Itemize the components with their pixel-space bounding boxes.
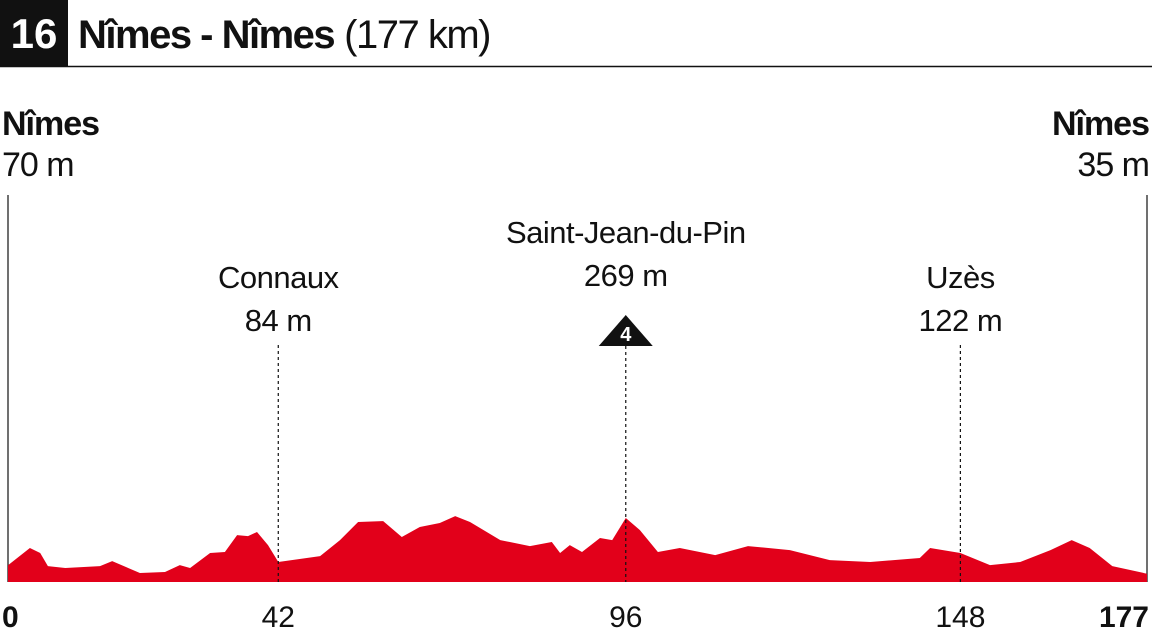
stage-badge: [0, 0, 68, 66]
finish-name: Nîmes: [1052, 105, 1149, 143]
x-tick-label: 148: [935, 601, 985, 634]
x-tick-label: 96: [609, 601, 642, 634]
landmark-elevation: 269 m: [584, 258, 668, 293]
landmark-elevation: 84 m: [245, 303, 312, 338]
stage-title: Nîmes - Nîmes (177 km): [78, 13, 490, 57]
landmark-elevation: 122 m: [919, 303, 1003, 338]
x-tick-label: 177: [1099, 601, 1149, 634]
climb-triangle: [598, 315, 653, 346]
distance: (177 km): [344, 13, 490, 57]
landmark-name: Connaux: [218, 260, 340, 295]
landmark-name: Saint-Jean-du-Pin: [506, 215, 746, 250]
x-tick-label: 0: [2, 601, 19, 634]
elevation-area: [8, 516, 1147, 582]
climb-category: 4: [620, 324, 632, 346]
finish-elevation: 35 m: [1077, 146, 1149, 184]
route: Nîmes - Nîmes: [78, 13, 334, 57]
stage-number: 16: [11, 10, 58, 57]
start-elevation: 70 m: [2, 146, 74, 184]
landmark-name: Uzès: [926, 260, 995, 295]
start-name: Nîmes: [2, 105, 99, 143]
x-tick-label: 42: [262, 601, 295, 634]
